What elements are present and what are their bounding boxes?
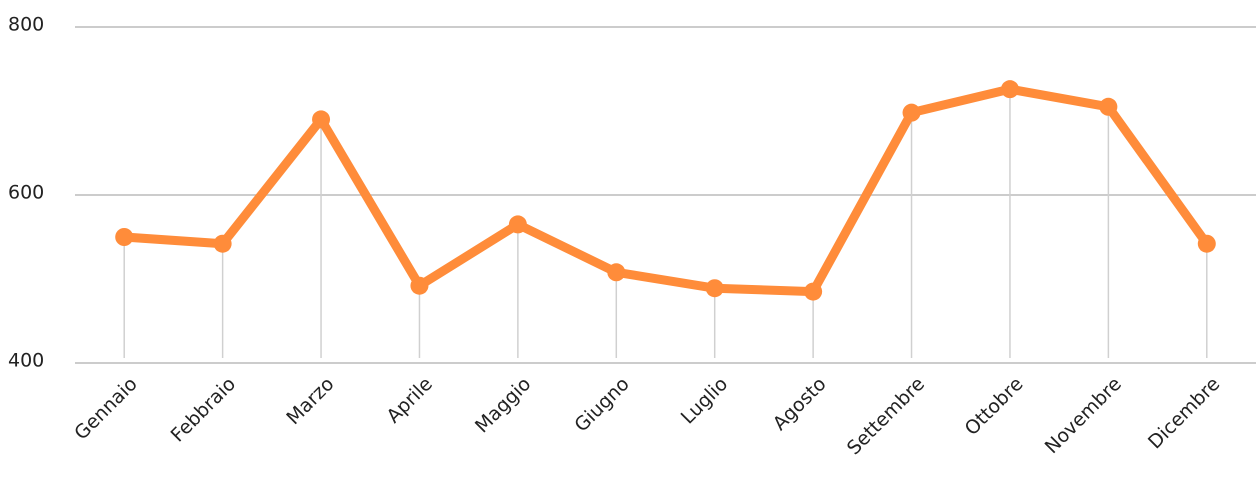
x-tick-label: Giugno bbox=[570, 373, 633, 436]
point bbox=[1000, 80, 1019, 99]
x-tick-label: Ottobre bbox=[961, 373, 1028, 440]
y-tick-label: 400 bbox=[8, 350, 44, 372]
x-tick-label: Maggio bbox=[471, 373, 535, 437]
point bbox=[1197, 234, 1216, 253]
x-tick-label: Gennaio bbox=[70, 373, 141, 444]
x-tick-label: Agosto bbox=[769, 373, 831, 435]
point bbox=[508, 215, 527, 234]
x-tick-label: Febbraio bbox=[167, 373, 241, 447]
point bbox=[607, 263, 626, 282]
x-tick-label: Dicembre bbox=[1144, 373, 1224, 453]
point bbox=[312, 110, 331, 129]
x-tick-label: Novembre bbox=[1041, 373, 1126, 458]
point bbox=[410, 276, 429, 295]
point bbox=[902, 103, 921, 122]
y-tick-label: 600 bbox=[8, 182, 44, 204]
point bbox=[705, 279, 724, 298]
point bbox=[804, 282, 823, 301]
line bbox=[119, 84, 1212, 297]
point bbox=[213, 234, 232, 253]
y-tick-label: 800 bbox=[8, 14, 44, 36]
x-tick-label: Settembre bbox=[843, 373, 929, 459]
point bbox=[115, 228, 134, 246]
x-tick-label: Aprile bbox=[382, 373, 437, 428]
x-tick-label: Marzo bbox=[282, 373, 338, 429]
x-tick-label: Luglio bbox=[677, 373, 733, 429]
point bbox=[1099, 97, 1118, 116]
